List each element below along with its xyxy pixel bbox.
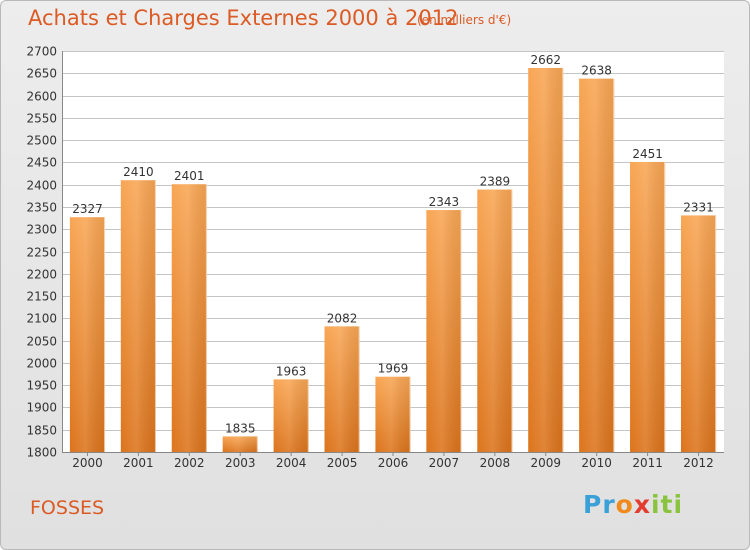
x-tick-label: 2001 xyxy=(123,456,154,470)
proxiti-logo: Proxiti xyxy=(583,490,684,519)
y-tick-label: 1800 xyxy=(26,446,57,460)
y-tick-label: 1950 xyxy=(26,379,57,393)
data-label: 2451 xyxy=(632,147,663,161)
x-tick-label: 2005 xyxy=(327,456,358,470)
x-tick-label: 2004 xyxy=(276,456,307,470)
data-label: 1969 xyxy=(378,362,409,376)
x-tick-label: 2011 xyxy=(632,456,663,470)
data-label: 2389 xyxy=(480,175,511,189)
data-label: 2401 xyxy=(174,169,205,183)
data-label: 1963 xyxy=(276,364,307,378)
y-tick-label: 2400 xyxy=(26,179,57,193)
x-tick-label: 2002 xyxy=(174,456,205,470)
data-label: 2638 xyxy=(581,64,612,78)
bar-highlight xyxy=(426,210,462,452)
x-tick-label: 2008 xyxy=(480,456,511,470)
data-label: 1835 xyxy=(225,421,256,435)
y-tick-label: 2650 xyxy=(26,67,57,81)
data-label: 2343 xyxy=(429,195,460,209)
y-tick-label: 2050 xyxy=(26,335,57,349)
y-tick-label: 2300 xyxy=(26,223,57,237)
bar-highlight xyxy=(528,67,564,452)
y-tick-label: 2200 xyxy=(26,268,57,282)
y-tick-label: 2250 xyxy=(26,246,57,260)
bar-highlight xyxy=(324,326,360,452)
bar-highlight xyxy=(477,189,513,452)
bar-highlight xyxy=(375,376,411,452)
data-label: 2662 xyxy=(530,53,561,67)
data-label: 2082 xyxy=(327,311,358,325)
x-tick-label: 2012 xyxy=(683,456,714,470)
y-tick-label: 2350 xyxy=(26,201,57,215)
bar-highlight xyxy=(171,184,207,452)
y-tick-label: 2150 xyxy=(26,290,57,304)
x-tick-label: 2003 xyxy=(225,456,256,470)
bar-highlight xyxy=(579,78,615,452)
data-label: 2410 xyxy=(123,165,154,179)
x-tick-label: 2006 xyxy=(378,456,409,470)
y-tick-label: 2000 xyxy=(26,357,57,371)
y-tick-label: 1850 xyxy=(26,424,57,438)
y-tick-label: 2100 xyxy=(26,312,57,326)
chart-unit-label: (en milliers d'€) xyxy=(417,13,512,27)
x-tick-label: 2007 xyxy=(429,456,460,470)
bar-highlight xyxy=(273,379,309,452)
y-tick-label: 2500 xyxy=(26,134,57,148)
y-tick-label: 2700 xyxy=(26,45,57,59)
city-name: FOSSES xyxy=(30,497,105,519)
y-tick-label: 2450 xyxy=(26,156,57,170)
x-tick-label: 2000 xyxy=(72,456,103,470)
bar-highlight xyxy=(630,161,666,452)
data-label: 2331 xyxy=(683,200,714,214)
data-label: 2327 xyxy=(72,202,103,216)
bar-highlight xyxy=(680,215,717,452)
chart-title: Achats et Charges Externes 2000 à 2012 xyxy=(28,6,459,30)
bar-highlight xyxy=(222,436,258,452)
y-tick-label: 2600 xyxy=(26,90,57,104)
x-tick-label: 2010 xyxy=(581,456,612,470)
y-tick-label: 1900 xyxy=(26,401,57,415)
x-tick-label: 2009 xyxy=(530,456,561,470)
bar-highlight xyxy=(69,217,106,452)
bar-highlight xyxy=(120,180,156,452)
y-tick-label: 2550 xyxy=(26,112,57,126)
